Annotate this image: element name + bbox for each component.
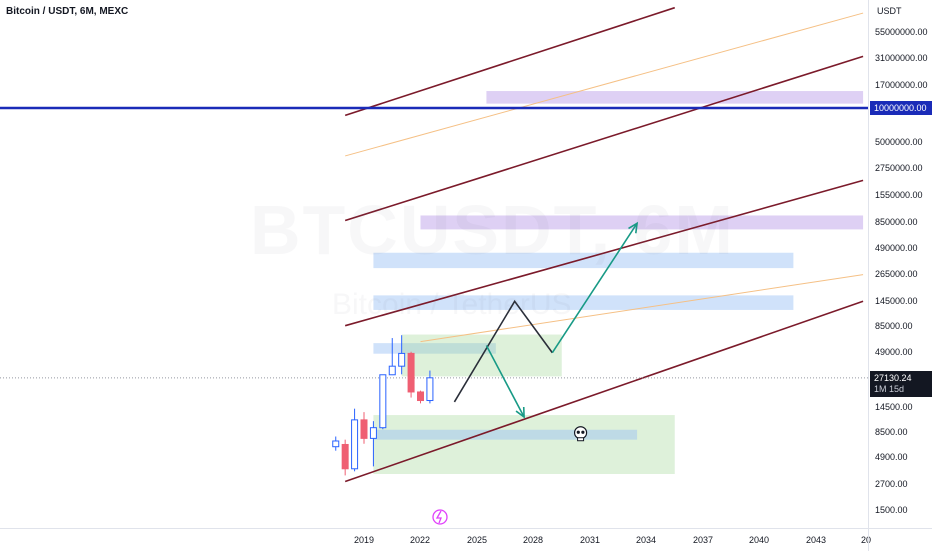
channel-line-mid-band-lower: [420, 274, 864, 343]
time-axis-label: 2037: [692, 535, 714, 545]
time-axis-label: 2031: [579, 535, 601, 545]
price-axis[interactable]: USDT 55000000.00 31000000.00 17000000.00 50…: [868, 0, 932, 528]
candle-body-2: [351, 419, 359, 470]
price-axis-label: 4900.00: [875, 452, 908, 462]
time-axis-label: 20: [860, 535, 872, 545]
candle-body-5: [379, 374, 387, 429]
skull-eye-right: [581, 430, 585, 434]
price-axis-label: 1550000.00: [875, 190, 923, 200]
skull-icon: [573, 426, 588, 442]
skull-eye-left: [576, 430, 580, 434]
channel-line-upper: [344, 55, 864, 222]
candle-body-3: [360, 419, 368, 439]
skull-head: [573, 426, 588, 440]
price-axis-label: 850000.00: [875, 217, 918, 227]
candle-body-1: [341, 443, 349, 470]
symbol-watermark: BTCUSDT, 6M: [250, 191, 735, 269]
chart-area[interactable]: BTCUSDT, 6M Bitcoin / TetherUS Bitcoin /…: [0, 0, 868, 528]
current-price-badge: 27130.24 1M 15d: [870, 370, 932, 397]
candle-body-9: [417, 391, 424, 402]
bullish-arrow-shaft: [551, 222, 638, 354]
lightning-circle: [432, 509, 448, 525]
chart-plot[interactable]: [0, 0, 868, 528]
time-axis-label: 2025: [466, 535, 488, 545]
lightning-bolt: [435, 510, 442, 524]
candle-body-10: [426, 377, 434, 402]
time-axis-label: 2040: [748, 535, 770, 545]
description-watermark: Bitcoin / TetherUS: [332, 288, 572, 321]
price-axis-label: 5000000.00: [875, 137, 923, 147]
time-axis-label: 2028: [522, 535, 544, 545]
zone-box-4: [373, 343, 496, 354]
projection-zigzag: [453, 299, 553, 403]
horizontal-level-badge: 10000000.00: [870, 101, 932, 115]
candle-body-7: [398, 352, 406, 367]
price-axis-label: 1500.00: [875, 505, 908, 515]
zone-box-3: [373, 295, 794, 310]
candle-body-6: [388, 365, 396, 376]
channel-line-lower: [344, 300, 864, 483]
price-axis-label: 490000.00: [875, 243, 918, 253]
price-axis-label: 17000000.00: [875, 80, 928, 90]
price-axis-label: 2700.00: [875, 479, 908, 489]
zone-box-1: [420, 215, 864, 230]
price-axis-label: 14500.00: [875, 402, 913, 412]
current-price-value: 27130.24: [874, 372, 912, 383]
bearish-arrow-shaft: [485, 345, 525, 418]
price-axis-label: 49000.00: [875, 347, 913, 357]
channel-line-mid-band-upper: [345, 12, 864, 157]
skull-jaw: [577, 437, 585, 442]
price-axis-unit: USDT: [877, 6, 902, 16]
channel-line-middle: [344, 179, 864, 327]
bullish-arrow-head: [628, 221, 639, 234]
candle-body-4: [369, 427, 377, 439]
price-axis-label: 2750000.00: [875, 163, 923, 173]
price-axis-label: 85000.00: [875, 321, 913, 331]
zone-box-6: [373, 415, 675, 475]
price-axis-label: 31000000.00: [875, 53, 928, 63]
bar-countdown: 1M 15d: [874, 383, 905, 394]
candle-body-8: [407, 352, 415, 393]
candle-body-0: [332, 440, 340, 448]
time-axis-label: 2043: [805, 535, 827, 545]
bearish-arrow-head: [515, 406, 525, 419]
axis-corner: [868, 528, 932, 551]
time-axis-label: 2022: [409, 535, 431, 545]
price-axis-label: 55000000.00: [875, 27, 928, 37]
time-axis-label: 2034: [635, 535, 657, 545]
price-axis-label: 265000.00: [875, 269, 918, 279]
zone-box-2: [373, 252, 794, 269]
lightning-icon: [432, 509, 448, 525]
zone-box-7: [373, 429, 638, 440]
time-axis-label: 2019: [353, 535, 375, 545]
time-axis[interactable]: 2019 2022 2025 2028 2031 2034 2037 2040 2043 20: [0, 528, 872, 551]
price-axis-label: 8500.00: [875, 427, 908, 437]
price-axis-label: 145000.00: [875, 296, 918, 306]
zone-box-0: [486, 91, 864, 104]
symbol-title[interactable]: Bitcoin / USDT, 6M, MEXC: [6, 6, 129, 17]
channel-line-upper-outer: [344, 6, 675, 117]
